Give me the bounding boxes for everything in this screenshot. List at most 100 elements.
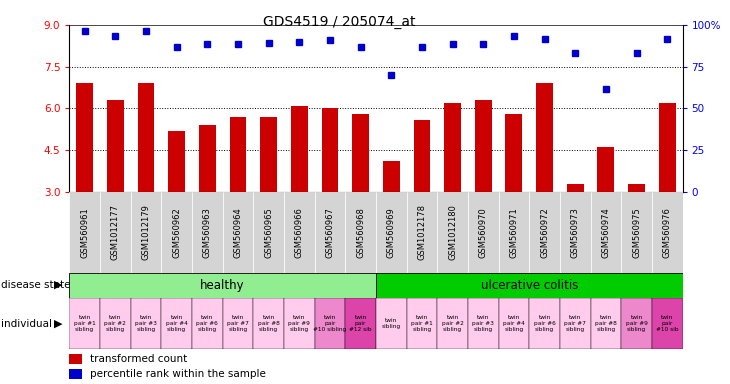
- Text: GSM560966: GSM560966: [295, 207, 304, 258]
- Bar: [652, 192, 683, 273]
- Bar: [437, 298, 468, 349]
- Text: GSM560967: GSM560967: [326, 207, 334, 258]
- Bar: [658, 103, 676, 192]
- Bar: [591, 298, 621, 349]
- Text: ulcerative colitis: ulcerative colitis: [480, 279, 578, 291]
- Text: twin
pair #8
sibling: twin pair #8 sibling: [595, 315, 617, 332]
- Bar: [100, 192, 131, 273]
- Text: twin
pair #7
sibling: twin pair #7 sibling: [564, 315, 586, 332]
- Text: GSM560969: GSM560969: [387, 207, 396, 258]
- Bar: [407, 192, 437, 273]
- Bar: [253, 298, 284, 349]
- Bar: [376, 192, 407, 273]
- Bar: [137, 83, 155, 192]
- Text: GSM1012180: GSM1012180: [448, 204, 457, 260]
- Bar: [474, 100, 492, 192]
- Text: GSM560975: GSM560975: [632, 207, 641, 258]
- Text: ▶: ▶: [53, 280, 62, 290]
- Bar: [560, 298, 591, 349]
- Bar: [223, 298, 253, 349]
- Bar: [69, 369, 82, 379]
- Bar: [468, 298, 499, 349]
- Text: twin
pair #9
sibling: twin pair #9 sibling: [288, 315, 310, 332]
- Text: twin
pair #3
sibling: twin pair #3 sibling: [472, 315, 494, 332]
- Bar: [199, 125, 216, 192]
- Bar: [566, 184, 584, 192]
- Bar: [76, 83, 93, 192]
- Bar: [499, 298, 529, 349]
- Text: twin
pair #1
sibling: twin pair #1 sibling: [411, 315, 433, 332]
- Bar: [253, 192, 284, 273]
- Bar: [315, 192, 345, 273]
- Text: twin
pair #6
sibling: twin pair #6 sibling: [196, 315, 218, 332]
- Bar: [192, 192, 223, 273]
- Bar: [505, 114, 523, 192]
- Text: GSM560972: GSM560972: [540, 207, 549, 258]
- Bar: [621, 298, 652, 349]
- Bar: [69, 273, 376, 298]
- Text: twin
pair #6
sibling: twin pair #6 sibling: [534, 315, 556, 332]
- Text: healthy: healthy: [200, 279, 245, 291]
- Bar: [284, 192, 315, 273]
- Bar: [345, 298, 376, 349]
- Text: twin
pair
#10 sibling: twin pair #10 sibling: [313, 315, 347, 332]
- Bar: [437, 192, 468, 273]
- Bar: [161, 298, 192, 349]
- Bar: [621, 192, 652, 273]
- Text: twin
pair #9
sibling: twin pair #9 sibling: [626, 315, 648, 332]
- Bar: [529, 192, 560, 273]
- Bar: [321, 109, 339, 192]
- Text: GSM1012178: GSM1012178: [418, 204, 426, 260]
- Text: twin
pair
#10 sib: twin pair #10 sib: [656, 315, 678, 332]
- Text: twin
pair #1
sibling: twin pair #1 sibling: [74, 315, 96, 332]
- Bar: [291, 106, 308, 192]
- Text: twin
sibling: twin sibling: [382, 318, 401, 329]
- Bar: [69, 298, 100, 349]
- Bar: [529, 298, 560, 349]
- Bar: [161, 192, 192, 273]
- Bar: [444, 103, 461, 192]
- Text: GSM560963: GSM560963: [203, 207, 212, 258]
- Text: GSM560961: GSM560961: [80, 207, 89, 258]
- Bar: [315, 298, 345, 349]
- Text: GSM560973: GSM560973: [571, 207, 580, 258]
- Bar: [131, 298, 161, 349]
- Bar: [597, 147, 615, 192]
- Text: twin
pair #3
sibling: twin pair #3 sibling: [135, 315, 157, 332]
- Text: GSM1012177: GSM1012177: [111, 204, 120, 260]
- Text: GSM1012179: GSM1012179: [142, 204, 150, 260]
- Text: transformed count: transformed count: [90, 354, 187, 364]
- Bar: [468, 192, 499, 273]
- Bar: [591, 192, 621, 273]
- Text: twin
pair #2
sibling: twin pair #2 sibling: [442, 315, 464, 332]
- Bar: [100, 298, 131, 349]
- Bar: [223, 192, 253, 273]
- Bar: [131, 192, 161, 273]
- Bar: [560, 192, 591, 273]
- Bar: [192, 298, 223, 349]
- Bar: [376, 298, 407, 349]
- Bar: [260, 117, 277, 192]
- Text: GSM560968: GSM560968: [356, 207, 365, 258]
- Text: GSM560976: GSM560976: [663, 207, 672, 258]
- Text: GSM560962: GSM560962: [172, 207, 181, 258]
- Bar: [229, 117, 247, 192]
- Text: twin
pair
#12 sib: twin pair #12 sib: [350, 315, 372, 332]
- Text: percentile rank within the sample: percentile rank within the sample: [90, 369, 266, 379]
- Bar: [168, 131, 185, 192]
- Text: twin
pair #8
sibling: twin pair #8 sibling: [258, 315, 280, 332]
- Bar: [499, 192, 529, 273]
- Bar: [413, 120, 431, 192]
- Bar: [69, 192, 100, 273]
- Bar: [107, 100, 124, 192]
- Text: GSM560971: GSM560971: [510, 207, 518, 258]
- Bar: [628, 184, 645, 192]
- Text: GSM560970: GSM560970: [479, 207, 488, 258]
- Text: GSM560974: GSM560974: [602, 207, 610, 258]
- Text: twin
pair #2
sibling: twin pair #2 sibling: [104, 315, 126, 332]
- Bar: [345, 192, 376, 273]
- Bar: [376, 273, 683, 298]
- Bar: [652, 298, 683, 349]
- Text: twin
pair #4
sibling: twin pair #4 sibling: [503, 315, 525, 332]
- Text: GDS4519 / 205074_at: GDS4519 / 205074_at: [264, 15, 415, 29]
